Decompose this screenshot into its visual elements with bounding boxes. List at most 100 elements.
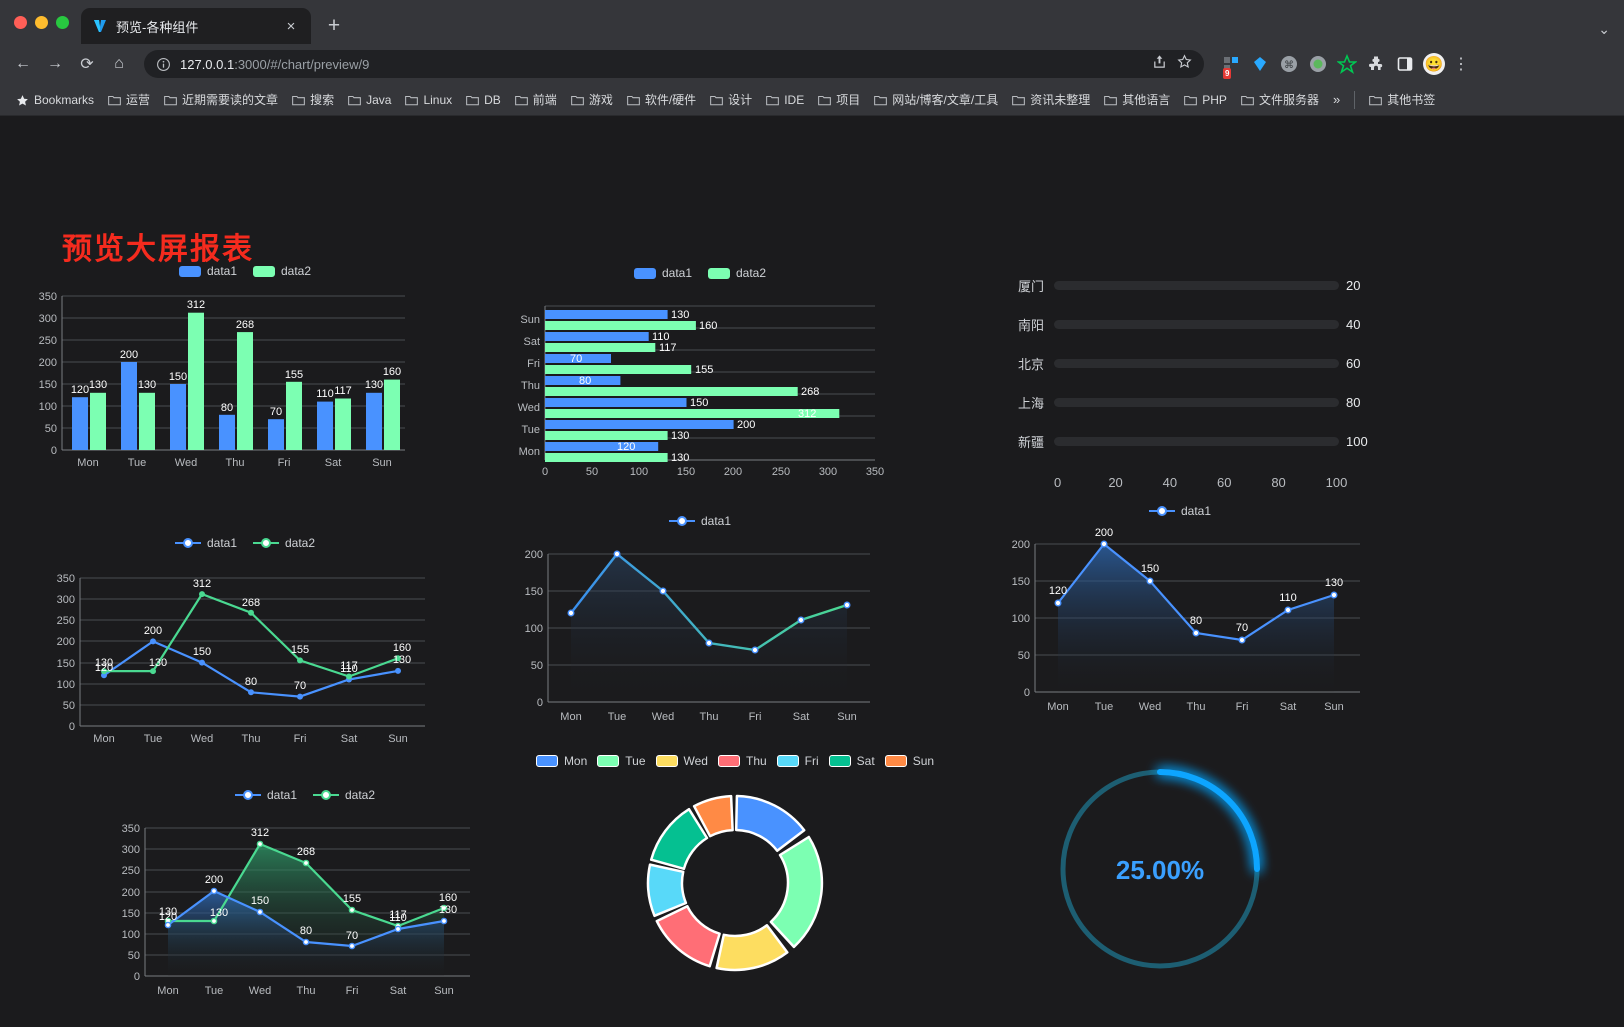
svg-text:100: 100 <box>525 623 543 635</box>
axis-tick: 60 <box>1216 475 1232 490</box>
donut-slice-tue[interactable] <box>769 835 824 949</box>
bookmark-folder[interactable]: 搜索 <box>286 88 340 111</box>
bookmark-folder[interactable]: 软件/硬件 <box>621 88 702 111</box>
legend-item-thu[interactable]: Thu <box>717 754 767 768</box>
svg-text:80: 80 <box>300 925 312 937</box>
legend-swatch <box>253 265 275 277</box>
green-star-icon[interactable] <box>1336 53 1358 75</box>
avatar[interactable]: 😀 <box>1423 53 1445 75</box>
svg-text:250: 250 <box>39 335 57 347</box>
address-bar-url: 127.0.0.1:3000/#/chart/preview/9 <box>180 57 369 72</box>
svg-text:Tue: Tue <box>144 733 163 745</box>
legend-item-data1[interactable]: data1 <box>174 536 237 550</box>
legend-item-tue[interactable]: Tue <box>597 754 646 768</box>
back-button[interactable]: ← <box>15 55 31 72</box>
close-tab-button[interactable]: × <box>286 17 296 35</box>
bookmark-folder[interactable]: 资讯未整理 <box>1006 88 1096 111</box>
donut-slice-sun[interactable] <box>692 794 734 838</box>
diamond-icon[interactable] <box>1249 53 1271 75</box>
donut-slice-fri[interactable] <box>646 863 688 918</box>
legend-item-wed[interactable]: Wed <box>655 754 708 768</box>
gauge-progress-arc <box>1157 769 1260 872</box>
reload-button[interactable]: ⟳ <box>80 56 94 73</box>
svg-text:Wed: Wed <box>1139 701 1161 713</box>
bookmark-folder[interactable]: IDE <box>760 90 810 110</box>
legend-item-data1[interactable]: data1 <box>633 266 692 280</box>
green-circle-icon[interactable] <box>1307 53 1329 75</box>
svg-text:Sun: Sun <box>520 314 540 326</box>
extensions-grid-icon[interactable]: 9 <box>1220 53 1242 79</box>
legend-swatch <box>174 538 201 548</box>
svg-text:300: 300 <box>122 844 140 856</box>
puzzle-icon[interactable] <box>1365 53 1387 75</box>
bookmark-folder[interactable]: 设计 <box>704 88 758 111</box>
share-icon[interactable] <box>1152 54 1167 74</box>
legend-item-data1[interactable]: data1 <box>234 788 297 802</box>
info-circle-icon[interactable] <box>156 57 171 72</box>
bookmark-folder[interactable]: 文件服务器 <box>1235 88 1325 111</box>
bookmark-folder[interactable]: DB <box>460 90 507 110</box>
bookmarks-label[interactable]: Bookmarks <box>10 90 100 110</box>
svg-text:70: 70 <box>570 353 582 365</box>
page-title: 预览大屏报表 <box>62 233 254 266</box>
legend-item-mon[interactable]: Mon <box>535 754 587 768</box>
donut-slice-mon[interactable] <box>734 794 806 853</box>
bookmark-folder[interactable]: 网站/博客/文章/工具 <box>868 88 1004 111</box>
svg-text:Thu: Thu <box>1187 701 1206 713</box>
svg-text:160: 160 <box>699 320 717 332</box>
donut-slice-thu[interactable] <box>655 904 721 968</box>
svg-text:100: 100 <box>1012 613 1030 625</box>
chart-donut: Mon Tue Wed Thu Fri Sat Sun <box>520 754 950 1014</box>
svg-text:150: 150 <box>677 466 695 478</box>
legend-item-data1[interactable]: data1 <box>1148 504 1211 518</box>
progress-row: 南阳 40 <box>1000 305 1380 344</box>
legend-item-data1[interactable]: data1 <box>668 514 731 528</box>
legend-label: data2 <box>285 536 316 550</box>
svg-text:150: 150 <box>525 586 543 598</box>
browser-menu-button[interactable]: ⋮ <box>1453 56 1469 73</box>
bookmark-folder[interactable]: 项目 <box>812 88 866 111</box>
chevron-down-icon[interactable]: ⌄ <box>1598 21 1610 37</box>
bookmark-folder[interactable]: 运营 <box>102 88 156 111</box>
bookmark-folder[interactable]: Linux <box>399 90 458 110</box>
donut-slice-wed[interactable] <box>715 924 789 972</box>
progress-row: 北京 60 <box>1000 344 1380 383</box>
bookmark-folder[interactable]: 近期需要读的文章 <box>158 88 284 111</box>
bookmark-label: 设计 <box>728 93 753 107</box>
browser-tab[interactable]: 预览-各种组件 × <box>81 8 311 44</box>
bookmarks-overflow-button[interactable]: » <box>1332 92 1341 107</box>
bookmark-folder[interactable]: Java <box>342 90 397 110</box>
legend-item-data1[interactable]: data1 <box>178 264 237 278</box>
legend-item-data2[interactable]: data2 <box>253 264 311 278</box>
legend-item-sun[interactable]: Sun <box>884 754 935 768</box>
command-circle-icon[interactable]: ⌘ <box>1278 53 1300 75</box>
home-button[interactable]: ⌂ <box>114 55 124 72</box>
star-icon[interactable] <box>1177 54 1192 74</box>
donut-slice-sat[interactable] <box>649 807 709 871</box>
svg-text:110: 110 <box>340 663 358 675</box>
legend-item-data2[interactable]: data2 <box>708 266 766 280</box>
bookmark-folder[interactable]: 前端 <box>509 88 563 111</box>
address-bar[interactable]: 127.0.0.1:3000/#/chart/preview/9 <box>144 50 1204 78</box>
close-window-button[interactable] <box>14 15 27 29</box>
legend-item-fri[interactable]: Fri <box>776 754 819 768</box>
bookmark-folder[interactable]: PHP <box>1178 90 1233 110</box>
legend-label: Sat <box>856 754 875 768</box>
other-bookmarks-folder[interactable]: 其他书签 <box>1363 88 1441 111</box>
legend-label: Sun <box>912 754 935 768</box>
folder-icon <box>874 94 888 106</box>
bookmark-folder[interactable]: 其他语言 <box>1098 88 1176 111</box>
forward-button[interactable]: → <box>47 55 63 72</box>
maximize-window-button[interactable] <box>56 15 69 29</box>
legend-item-data2[interactable]: data2 <box>313 788 375 802</box>
new-tab-button[interactable]: + <box>327 14 341 37</box>
legend-label: Thu <box>745 754 767 768</box>
bookmark-folder[interactable]: 游戏 <box>565 88 619 111</box>
legend-item-data2[interactable]: data2 <box>253 536 315 550</box>
sidepanel-icon[interactable] <box>1394 53 1416 75</box>
svg-text:130: 130 <box>95 657 113 669</box>
legend-item-sat[interactable]: Sat <box>828 754 875 768</box>
minimize-window-button[interactable] <box>35 15 48 29</box>
